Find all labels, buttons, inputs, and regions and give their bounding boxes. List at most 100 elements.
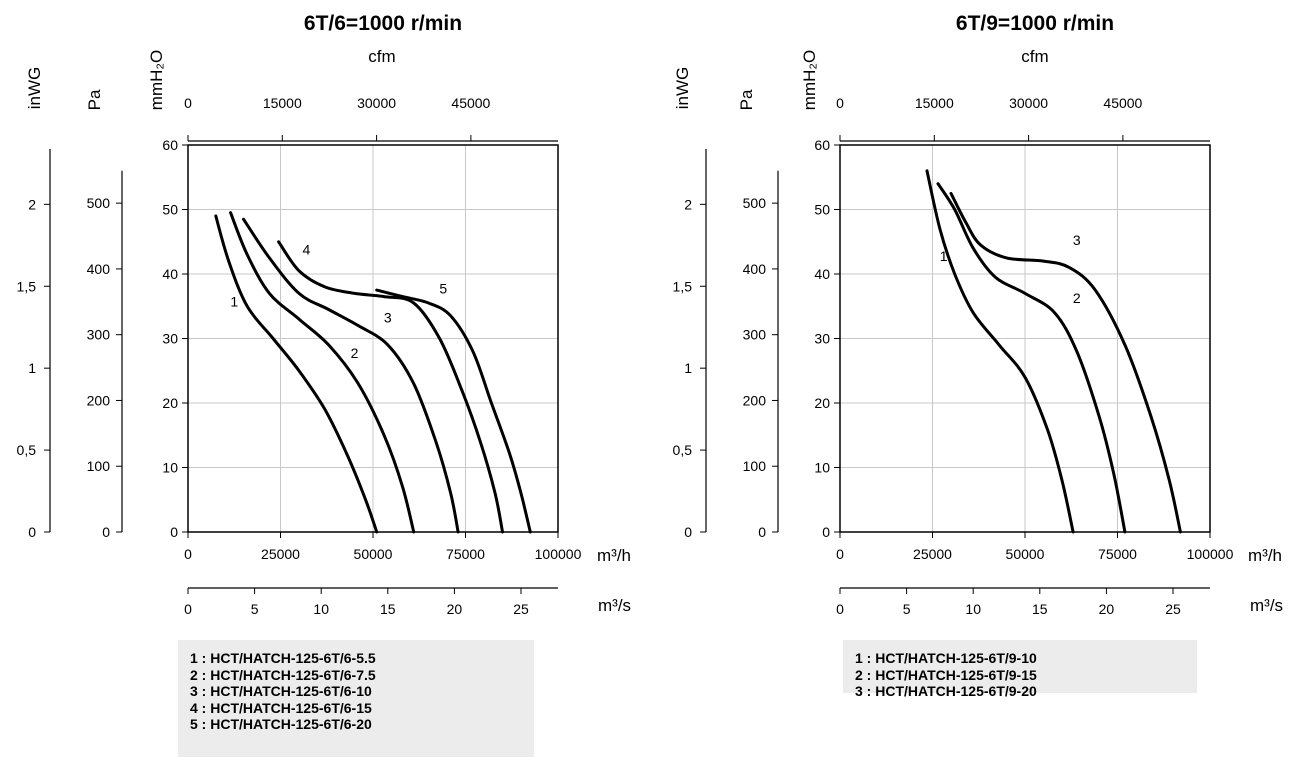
- cfm-tick-label-15000: 15000: [915, 95, 954, 111]
- y-tick-label-10: 10: [814, 460, 830, 476]
- x-tick-label-50000: 50000: [1006, 546, 1045, 562]
- inwg-tick-label-1-5: 1,5: [17, 278, 37, 294]
- m3s-tick-label-20: 20: [1099, 601, 1115, 617]
- chart-6t9: 6T/9=1000 r/min0102030405060mmH₂O0100200…: [673, 12, 1284, 617]
- m3s-tick-label-10: 10: [313, 601, 329, 617]
- x-axis-label-m3s: m³/s: [1250, 596, 1283, 615]
- chart-title: 6T/6=1000 r/min: [304, 12, 462, 35]
- pa-tick-label-100: 100: [743, 458, 767, 474]
- x-axis-label-m3h: m³/h: [597, 546, 631, 565]
- x-axis-label-m3h: m³/h: [1248, 546, 1282, 565]
- series-line-1: [214, 214, 379, 534]
- m3s-tick-label-10: 10: [965, 601, 981, 617]
- inwg-tick-label-0-5: 0,5: [17, 442, 37, 458]
- pa-tick-label-200: 200: [87, 392, 111, 408]
- inwg-tick-label-2: 2: [684, 196, 692, 212]
- y-tick-label-50: 50: [814, 202, 830, 218]
- x-tick-label-25000: 25000: [261, 546, 300, 562]
- y-tick-label-40: 40: [162, 266, 178, 282]
- chart-title: 6T/9=1000 r/min: [956, 12, 1114, 35]
- x-tick-label-75000: 75000: [1098, 546, 1137, 562]
- y-tick-label-0: 0: [170, 524, 178, 540]
- cfm-tick-label-30000: 30000: [357, 95, 396, 111]
- legend-entry: 3 : HCT/HATCH-125-6T/9-20: [855, 683, 1037, 699]
- y-tick-label-10: 10: [162, 460, 178, 476]
- m3s-tick-label-15: 15: [1032, 601, 1048, 617]
- cfm-tick-label-45000: 45000: [451, 95, 490, 111]
- y-axis-label-pa: Pa: [737, 89, 756, 110]
- series-line-4: [277, 240, 504, 534]
- pa-tick-label-500: 500: [743, 195, 767, 211]
- m3s-tick-label-0: 0: [836, 601, 844, 617]
- pa-tick-label-400: 400: [87, 261, 111, 277]
- pa-tick-label-0: 0: [758, 524, 766, 540]
- pa-tick-label-0: 0: [102, 524, 110, 540]
- legend-entry: 2 : HCT/HATCH-125-6T/9-15: [855, 666, 1037, 683]
- x-tick-label-75000: 75000: [446, 546, 485, 562]
- cfm-tick-label-0: 0: [836, 95, 844, 111]
- series-label-2: 2: [1073, 290, 1081, 306]
- series-line-1: [925, 169, 1075, 534]
- pa-tick-label-500: 500: [87, 195, 111, 211]
- series-line-2: [936, 182, 1127, 534]
- y-tick-label-20: 20: [162, 395, 178, 411]
- series-line-2: [229, 211, 416, 534]
- series-label-5: 5: [439, 280, 447, 296]
- y-tick-label-0: 0: [822, 524, 830, 540]
- inwg-tick-label-1: 1: [684, 360, 692, 376]
- series-line-3: [949, 191, 1182, 534]
- y-axis-label-pa: Pa: [85, 89, 104, 110]
- inwg-tick-label-0: 0: [684, 524, 692, 540]
- x-axis-label-cfm: cfm: [368, 47, 395, 66]
- x-tick-label-100000: 100000: [1187, 546, 1234, 562]
- pa-tick-label-200: 200: [743, 392, 767, 408]
- m3s-tick-label-25: 25: [513, 601, 529, 617]
- x-axis-label-cfm: cfm: [1021, 47, 1048, 66]
- m3s-tick-label-5: 5: [251, 601, 259, 617]
- x-tick-label-0: 0: [184, 546, 192, 562]
- cfm-tick-label-0: 0: [184, 95, 192, 111]
- inwg-tick-label-0-5: 0,5: [673, 442, 693, 458]
- inwg-tick-label-1: 1: [28, 360, 36, 376]
- chart-6t6: 6T/6=1000 r/min0102030405060mmH₂O0100200…: [17, 12, 632, 617]
- legend-entry: 4 : HCT/HATCH-125-6T/6-15: [190, 699, 372, 716]
- x-tick-label-0: 0: [836, 546, 844, 562]
- m3s-tick-label-25: 25: [1165, 601, 1181, 617]
- y-tick-label-50: 50: [162, 202, 178, 218]
- legend-box-6t9: 1 : HCT/HATCH-125-6T/9-10 2 : HCT/HATCH-1…: [843, 640, 1197, 699]
- series-line-5: [375, 288, 532, 534]
- pa-tick-label-300: 300: [87, 327, 111, 343]
- y-axis-label-inwg: inWG: [25, 67, 44, 110]
- series-label-1: 1: [940, 248, 948, 264]
- y-tick-label-20: 20: [814, 395, 830, 411]
- m3s-tick-label-20: 20: [447, 601, 463, 617]
- series-line-3: [242, 217, 460, 534]
- cfm-tick-label-15000: 15000: [263, 95, 302, 111]
- legend-entry: 1 : HCT/HATCH-125-6T/6-5.5: [190, 650, 376, 666]
- legend-entry: 1 : HCT/HATCH-125-6T/9-10: [855, 650, 1037, 666]
- series-label-2: 2: [351, 345, 359, 361]
- cfm-tick-label-30000: 30000: [1009, 95, 1048, 111]
- legend-box-6t6: 1 : HCT/HATCH-125-6T/6-5.5 2 : HCT/HATCH-…: [178, 640, 534, 757]
- x-tick-label-50000: 50000: [354, 546, 393, 562]
- y-axis-label-mmh2o: mmH₂O: [147, 50, 166, 110]
- legend-entry: 3 : HCT/HATCH-125-6T/6-10: [190, 683, 372, 699]
- m3s-tick-label-0: 0: [184, 601, 192, 617]
- y-axis-label-inwg: inWG: [673, 67, 692, 110]
- series-label-4: 4: [303, 242, 311, 258]
- pa-tick-label-100: 100: [87, 458, 111, 474]
- m3s-tick-label-5: 5: [903, 601, 911, 617]
- series-label-3: 3: [384, 309, 392, 325]
- y-tick-label-30: 30: [162, 331, 178, 347]
- series-label-3: 3: [1073, 232, 1081, 248]
- inwg-tick-label-0: 0: [28, 524, 36, 540]
- y-tick-label-40: 40: [814, 266, 830, 282]
- y-tick-label-30: 30: [814, 331, 830, 347]
- cfm-tick-label-45000: 45000: [1103, 95, 1142, 111]
- legend-entry: 5 : HCT/HATCH-125-6T/6-20: [190, 716, 372, 732]
- y-tick-label-60: 60: [814, 137, 830, 153]
- pa-tick-label-300: 300: [743, 327, 767, 343]
- series-label-1: 1: [230, 293, 238, 309]
- y-axis-label-mmh2o: mmH₂O: [800, 50, 819, 110]
